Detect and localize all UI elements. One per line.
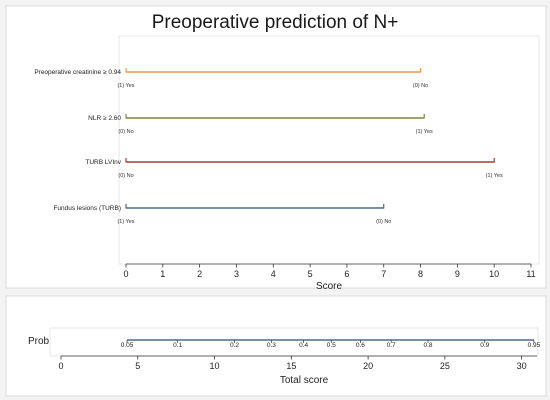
probability-tick-label: 0.4 (299, 342, 308, 349)
score-tick-label: 6 (344, 269, 349, 279)
variable-point-label: (0) No (376, 219, 391, 225)
score-tick-label: 9 (455, 269, 460, 279)
prob-label: Prob (28, 336, 50, 347)
variable-label: Fundus lesions (TURB) (53, 205, 121, 212)
probability-tick-label: 0.05 (121, 342, 134, 349)
total-tick-label: 20 (363, 361, 373, 371)
variable-point-label: (0) No (413, 83, 428, 89)
score-tick-label: 3 (234, 269, 239, 279)
probability-tick-label: 0.6 (356, 342, 365, 349)
total-tick-label: 5 (135, 361, 140, 371)
score-tick-label: 0 (123, 269, 128, 279)
probability-tick-label: 0.3 (267, 342, 276, 349)
total-tick-label: 0 (58, 361, 63, 371)
score-tick-label: 8 (418, 269, 423, 279)
probability-tick-label: 0.95 (528, 342, 541, 349)
score-tick-label: 1 (160, 269, 165, 279)
total-tick-label: 10 (210, 361, 220, 371)
variable-label: NLR ≥ 2.60 (88, 115, 121, 122)
variable-point-label: (1) Yes (117, 83, 134, 89)
probability-tick-label: 0.8 (423, 342, 432, 349)
variable-point-label: (1) Yes (486, 173, 503, 179)
score-tick-label: 2 (197, 269, 202, 279)
variable-label: TURB LVInv (85, 159, 121, 166)
probability-tick-label: 0.7 (387, 342, 396, 349)
probability-tick-label: 0.9 (480, 342, 489, 349)
chart-title: Preoperative prediction of N+ (152, 12, 399, 33)
score-axis-label: Score (316, 281, 343, 292)
score-axis: 0 1 2 3 4 5 6 7 8 9 10 11 (123, 263, 536, 279)
variable-point-label: (0) No (118, 173, 133, 179)
score-tick-label: 5 (308, 269, 313, 279)
probability-tick-label: 0.2 (230, 342, 239, 349)
variable-point-label: (1) Yes (416, 129, 433, 135)
variable-point-label: (0) No (118, 129, 133, 135)
score-tick-label: 10 (489, 269, 499, 279)
probability-scale: 0.05 0.1 0.2 0.3 0.4 0.5 0.6 0.7 0.8 0.9 0.95 (121, 339, 541, 349)
total-tick-label: 15 (286, 361, 296, 371)
total-score-axis: 0 5 10 15 20 25 30 (58, 355, 537, 371)
variable-scales: Preoperative creatinine ≥ 0.94 (1) Yes (0)… (34, 68, 503, 225)
probability-tick-label: 0.1 (173, 342, 182, 349)
total-axis-label: Total score (280, 375, 329, 386)
total-tick-label: 30 (517, 361, 527, 371)
score-tick-label: 11 (526, 269, 535, 279)
score-tick-label: 4 (271, 269, 276, 279)
score-plot-region (118, 35, 540, 265)
score-tick-label: 7 (381, 269, 386, 279)
variable-label: Preoperative creatinine ≥ 0.94 (34, 69, 121, 76)
variable-point-label: (1) Yes (117, 219, 134, 225)
probability-tick-label: 0.5 (327, 342, 336, 349)
total-tick-label: 25 (440, 361, 450, 371)
